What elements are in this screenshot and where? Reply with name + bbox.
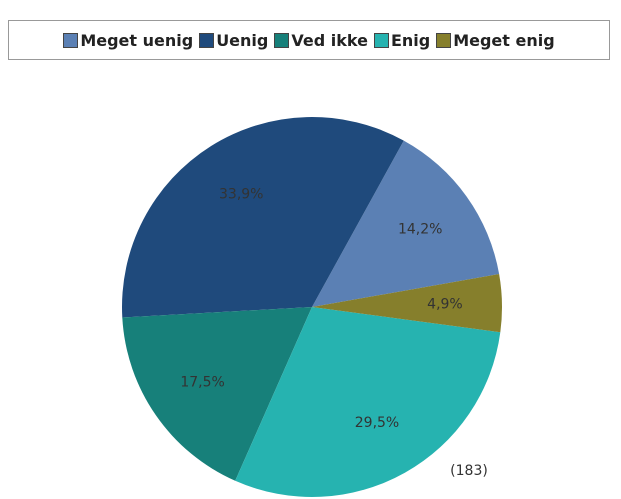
legend-label: Meget enig [453,30,555,50]
legend-item: Meget uenig [63,31,193,50]
pie-slice [312,140,500,307]
legend-item: Meget enig [436,30,555,50]
annotation: (183) [450,463,488,479]
pie-slice [122,307,312,481]
legend-item: Ved ikke [274,31,368,50]
legend-label: Meget uenig [80,30,194,50]
legend-item: Uenig [199,31,268,50]
data-label: 14,2% [398,222,442,238]
legend-swatch [373,32,389,48]
legend-swatch [63,32,79,48]
pie-slice [312,274,502,333]
legend-swatch [436,32,452,48]
data-label: 33,9% [219,186,263,202]
legend: Meget uenig Uenig Ved ikke Enig Meget enig [8,20,610,60]
pie-slice [121,116,404,318]
legend-swatch [199,32,215,48]
data-label: 17,5% [180,375,224,391]
legend-label: Enig [390,30,431,50]
legend-item: Enig [373,30,431,50]
pie-slice [235,307,501,498]
legend-label: Ved ikke [291,30,368,50]
legend-swatch [274,32,290,48]
data-label: 29,5% [355,415,399,431]
data-label: 4,9% [427,296,463,312]
legend-label: Uenig [216,30,269,50]
